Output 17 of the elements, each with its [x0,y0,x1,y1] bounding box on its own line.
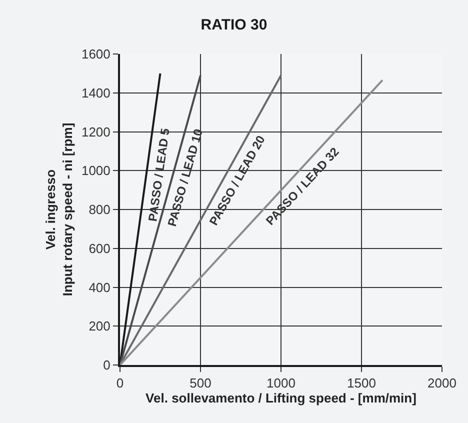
y-tick-label: 600 [88,240,110,256]
y-tick-label: 1200 [81,124,110,140]
y-tick-label: 400 [88,280,110,295]
x-axis-title: Vel. sollevamento / Lifting speed - [mm/min] [146,390,416,406]
y-tick-label: 1600 [81,46,110,62]
x-tick-label: 2000 [428,376,456,391]
x-tick-label: 500 [190,376,212,391]
y-axis-title: Vel. ingresso Input rotary speed - ni [rpm] [43,122,75,296]
y-tick-label: 800 [88,202,110,218]
chart-title: RATIO 30 [200,16,268,34]
x-tick-label: 0 [116,376,124,391]
y-tick-label: 1000 [81,163,110,178]
x-tick-label: 1000 [266,376,296,391]
y-tick-label: 200 [88,318,110,334]
x-tick-label: 1500 [347,376,376,391]
y-tick-label: 1400 [81,85,110,100]
y-tick-label: 0 [103,358,110,373]
